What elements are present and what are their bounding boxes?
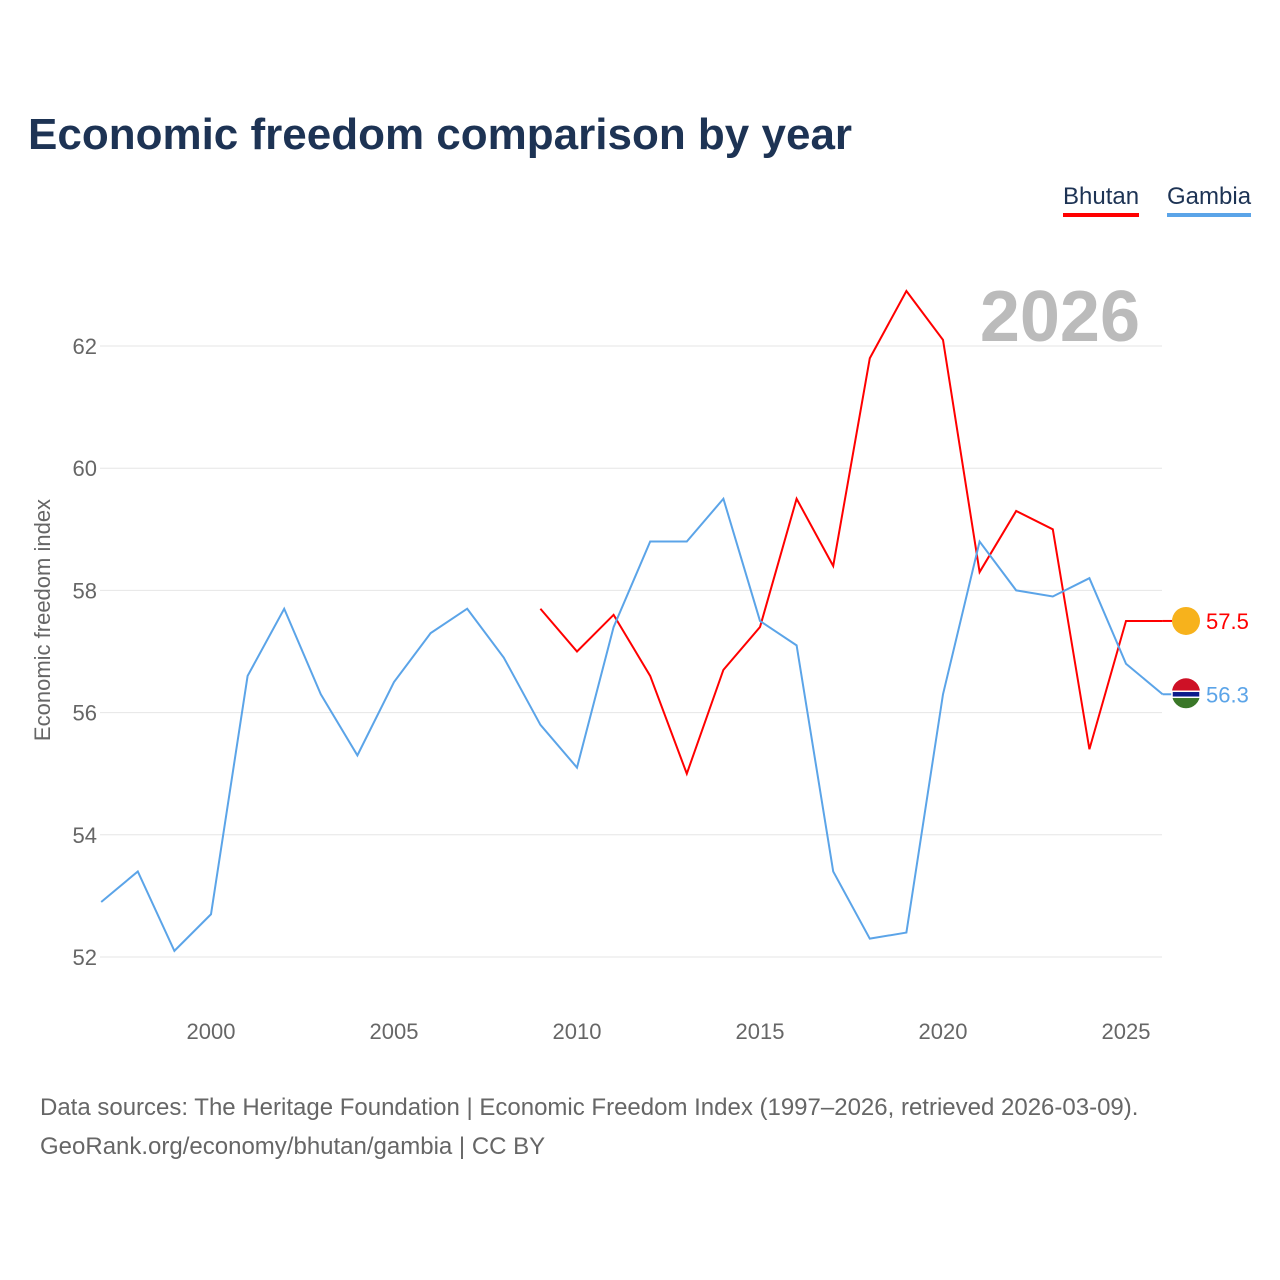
bhutan-flag-icon xyxy=(1172,606,1200,635)
y-tick-label: 52 xyxy=(73,945,97,970)
y-tick-label: 56 xyxy=(73,701,97,726)
end-value-label: 56.3 xyxy=(1206,682,1249,707)
source-note: Data sources: The Heritage Foundation | … xyxy=(40,1088,1138,1166)
y-tick-label: 54 xyxy=(73,823,97,848)
y-tick-label: 58 xyxy=(73,578,97,603)
x-tick-label: 2005 xyxy=(370,1019,419,1044)
x-tick-label: 2020 xyxy=(919,1019,968,1044)
source-url[interactable]: GeoRank.org/economy/bhutan/gambia | CC B… xyxy=(40,1133,546,1160)
series-line-gambia xyxy=(100,496,1164,953)
series-line-bhutan xyxy=(539,289,1163,777)
y-axis-label: Economic freedom index xyxy=(30,499,55,741)
legend-bhutan[interactable]: Bhutan xyxy=(1063,183,1140,217)
x-tick-label: 2025 xyxy=(1102,1019,1151,1044)
x-tick-label: 2015 xyxy=(736,1019,785,1044)
source-line: Data sources: The Heritage Foundation | … xyxy=(40,1094,1139,1121)
y-tick-label: 62 xyxy=(73,334,97,359)
legend-gambia[interactable]: Gambia xyxy=(1167,183,1252,217)
end-value-label: 57.5 xyxy=(1206,609,1249,634)
x-tick-label: 2010 xyxy=(553,1019,602,1044)
y-tick-label: 60 xyxy=(73,456,97,481)
chart-title: Economic freedom comparison by year xyxy=(28,110,853,159)
x-tick-label: 2000 xyxy=(187,1019,236,1044)
flag-red xyxy=(1172,678,1200,693)
year-watermark: 2026 xyxy=(980,277,1140,357)
flag-blue xyxy=(1171,690,1201,699)
